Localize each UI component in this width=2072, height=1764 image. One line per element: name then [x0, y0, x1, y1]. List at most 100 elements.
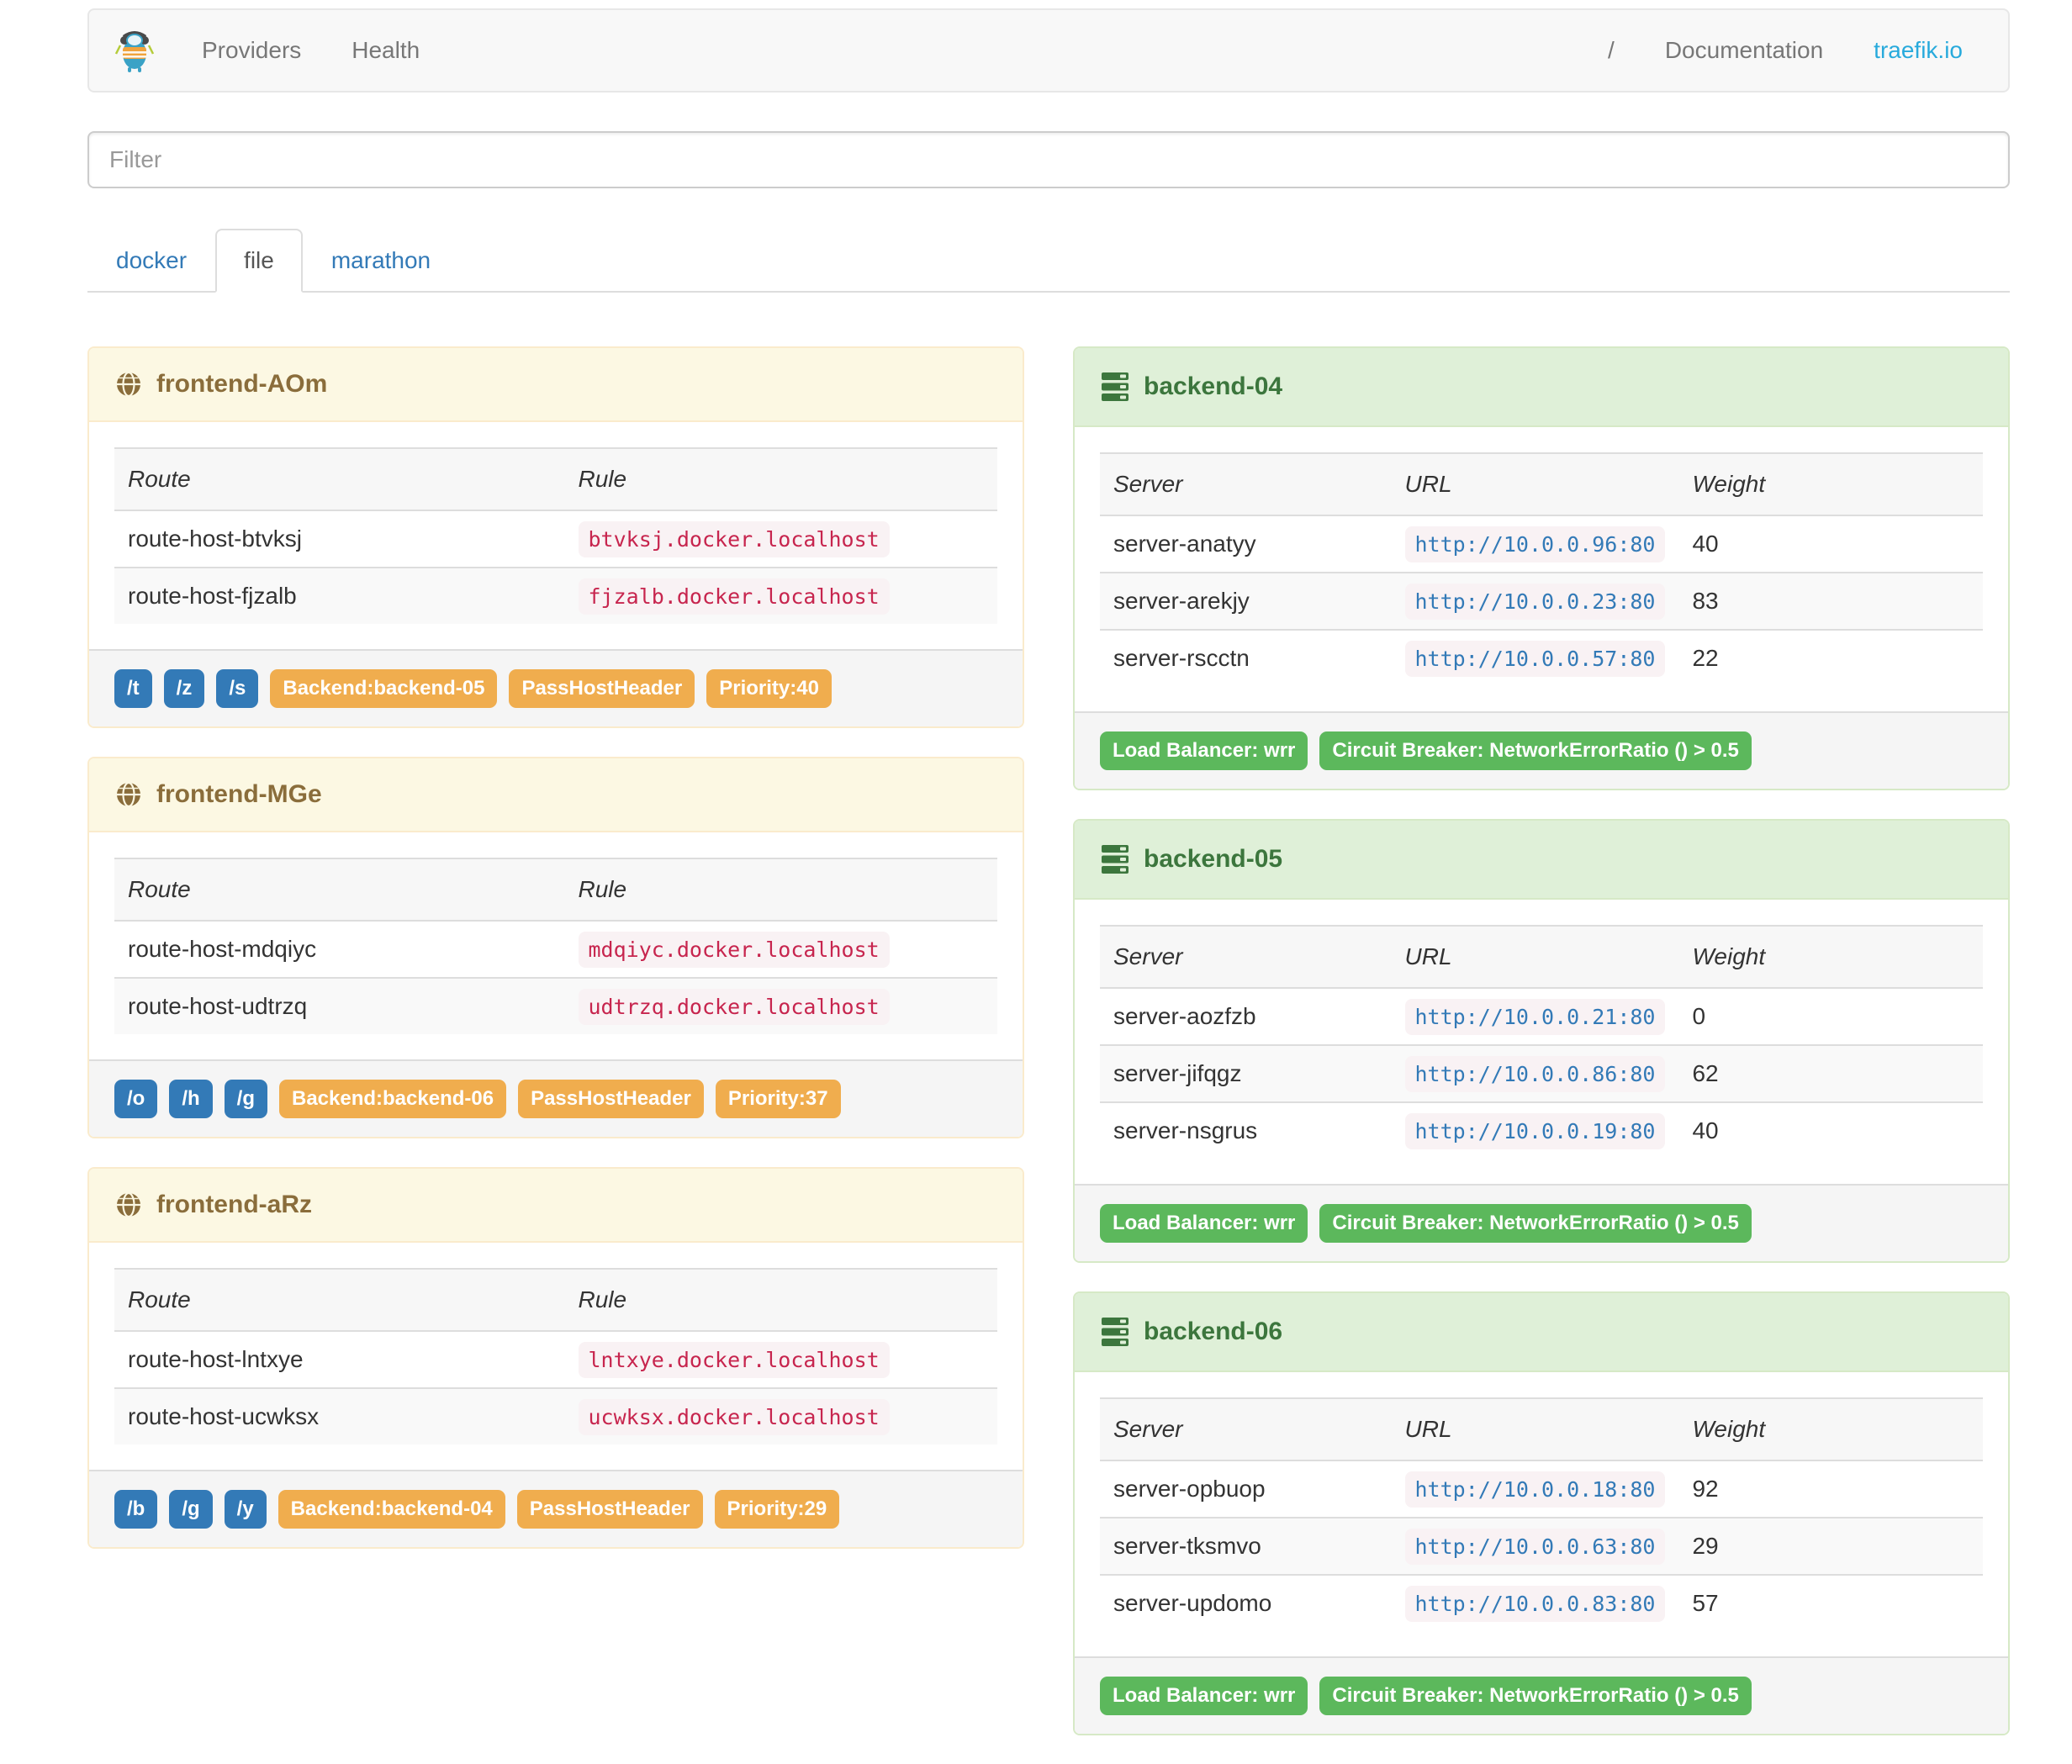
frontend-panel-body: Route Rule route-host-lntxye lntxye.dock…	[89, 1243, 1023, 1470]
frontend-config-badge: Backend:backend-06	[278, 1080, 507, 1118]
backend-config-badge: Circuit Breaker: NetworkErrorRatio () > …	[1319, 1204, 1752, 1243]
frontend-title: frontend-AOm	[156, 370, 328, 398]
frontend-panel-header: frontend-AOm	[89, 348, 1023, 422]
route-path-badge: /o	[114, 1080, 158, 1118]
rule-code: mdqiyc.docker.localhost	[578, 932, 890, 968]
server-name: server-jifqgz	[1100, 1044, 1392, 1102]
frontend-panel: frontend-MGe Route Rule route-host-mdqiy…	[87, 757, 1024, 1138]
backend-config-badge: Circuit Breaker: NetworkErrorRatio () > …	[1319, 731, 1752, 770]
servers-table: Server URL Weight server-aozfzb http://1…	[1100, 925, 1983, 1159]
frontend-panel: frontend-aRz Route Rule route-host-lntxy…	[87, 1167, 1024, 1549]
route-row: route-host-ucwksx ucwksx.docker.localhos…	[114, 1387, 997, 1444]
server-row: server-aozfzb http://10.0.0.21:80 0	[1100, 987, 1983, 1045]
server-row: server-updomo http://10.0.0.83:80 57	[1100, 1574, 1983, 1631]
backend-panel-header: backend-04	[1075, 348, 2008, 427]
routes-table: Route Rule route-host-mdqiyc mdqiyc.dock…	[114, 858, 997, 1034]
server-url: http://10.0.0.57:80	[1404, 641, 1666, 677]
backend-panel-header: backend-05	[1075, 821, 2008, 900]
column-header-server: Server	[1100, 925, 1392, 989]
panels-area: frontend-AOm Route Rule route-host-btvks…	[87, 346, 2010, 1764]
server-name: server-updomo	[1100, 1574, 1392, 1631]
server-url-link[interactable]: http://10.0.0.18:80	[1404, 1471, 1666, 1508]
server-name: server-aozfzb	[1100, 987, 1392, 1045]
rule-code: btvksj.docker.localhost	[578, 521, 890, 557]
nav-link-documentation[interactable]: Documentation	[1664, 37, 1824, 63]
backend-panel-header: backend-06	[1075, 1293, 2008, 1372]
frontend-panel: frontend-AOm Route Rule route-host-btvks…	[87, 346, 1024, 728]
server-weight: 40	[1678, 1101, 1983, 1159]
server-url-link[interactable]: http://10.0.0.21:80	[1404, 999, 1666, 1035]
traefik-logo-icon[interactable]	[89, 29, 177, 72]
server-url: http://10.0.0.86:80	[1404, 1056, 1666, 1092]
backend-panel: backend-04 Server URL Weight server-anat…	[1073, 346, 2010, 790]
server-url: http://10.0.0.18:80	[1404, 1471, 1666, 1508]
globe-icon	[114, 780, 143, 809]
nav-separator: /	[1608, 37, 1615, 63]
backends-column: backend-04 Server URL Weight server-anat…	[1073, 346, 2010, 1764]
server-stack-icon	[1100, 842, 1130, 876]
server-url: http://10.0.0.63:80	[1404, 1529, 1666, 1565]
backend-panel-footer: Load Balancer: wrr Circuit Breaker: Netwo…	[1075, 1656, 2008, 1734]
server-name: server-rscctn	[1100, 629, 1392, 686]
frontend-panel-body: Route Rule route-host-mdqiyc mdqiyc.dock…	[89, 832, 1023, 1059]
tab-docker[interactable]: docker	[116, 247, 188, 273]
routes-table: Route Rule route-host-lntxye lntxye.dock…	[114, 1268, 997, 1444]
column-header-rule: Rule	[564, 1268, 997, 1332]
backend-config-badge: Load Balancer: wrr	[1100, 731, 1308, 770]
frontend-panel-header: frontend-MGe	[89, 758, 1023, 832]
server-row: server-anatyy http://10.0.0.96:80 40	[1100, 515, 1983, 573]
server-url-link[interactable]: http://10.0.0.23:80	[1404, 584, 1666, 620]
server-url: http://10.0.0.19:80	[1404, 1113, 1666, 1149]
route-name: route-host-lntxye	[114, 1330, 565, 1388]
frontends-column: frontend-AOm Route Rule route-host-btvks…	[87, 346, 1024, 1577]
server-url-link[interactable]: http://10.0.0.57:80	[1404, 641, 1666, 677]
server-url-link[interactable]: http://10.0.0.63:80	[1404, 1529, 1666, 1565]
column-header-url: URL	[1391, 452, 1679, 516]
server-url: http://10.0.0.83:80	[1404, 1586, 1666, 1622]
route-row: route-host-udtrzq udtrzq.docker.localhos…	[114, 977, 997, 1034]
tab-file[interactable]: file	[215, 229, 303, 293]
route-row: route-host-mdqiyc mdqiyc.docker.localhos…	[114, 920, 997, 978]
route-name: route-host-udtrzq	[114, 977, 565, 1034]
server-weight: 92	[1678, 1460, 1983, 1518]
frontend-config-badge: Priority:40	[706, 669, 832, 708]
server-weight: 29	[1678, 1517, 1983, 1575]
route-path-badge: /s	[216, 669, 259, 708]
filter-input[interactable]	[87, 131, 2010, 188]
server-url-link[interactable]: http://10.0.0.83:80	[1404, 1586, 1666, 1622]
nav-link-health[interactable]: Health	[352, 37, 420, 63]
column-header-rule: Rule	[564, 858, 997, 922]
route-path-badge: /h	[169, 1080, 213, 1118]
server-url: http://10.0.0.21:80	[1404, 999, 1666, 1035]
column-header-route: Route	[114, 1268, 565, 1332]
nav-link-traefik-io[interactable]: traefik.io	[1874, 37, 1963, 63]
route-name: route-host-mdqiyc	[114, 920, 565, 978]
server-url-link[interactable]: http://10.0.0.86:80	[1404, 1056, 1666, 1092]
servers-table: Server URL Weight server-opbuop http://1…	[1100, 1397, 1983, 1631]
frontend-panel-body: Route Rule route-host-btvksj btvksj.dock…	[89, 422, 1023, 649]
backend-config-badge: Circuit Breaker: NetworkErrorRatio () > …	[1319, 1677, 1752, 1715]
navbar-right: / Documentation traefik.io	[1583, 37, 2008, 64]
frontend-config-badge: Backend:backend-04	[278, 1490, 505, 1529]
nav-link-providers[interactable]: Providers	[202, 37, 302, 63]
column-header-server: Server	[1100, 452, 1392, 516]
server-row: server-arekjy http://10.0.0.23:80 83	[1100, 572, 1983, 630]
frontend-panel-footer: /o/h/g Backend:backend-06 PassHostHeader Pr…	[89, 1059, 1023, 1137]
backend-title: backend-05	[1144, 845, 1283, 873]
server-name: server-nsgrus	[1100, 1101, 1392, 1159]
server-weight: 40	[1678, 515, 1983, 573]
route-row: route-host-fjzalb fjzalb.docker.localhos…	[114, 567, 997, 624]
route-path-badge: /y	[224, 1490, 267, 1529]
route-name: route-host-btvksj	[114, 510, 565, 568]
navbar: Providers Health / Documentation traefik…	[87, 8, 2010, 92]
server-url-link[interactable]: http://10.0.0.19:80	[1404, 1113, 1666, 1149]
globe-icon	[114, 370, 143, 399]
rule-code: ucwksx.docker.localhost	[578, 1399, 890, 1435]
frontend-config-badge: PassHostHeader	[516, 1490, 703, 1529]
backend-panel-footer: Load Balancer: wrr Circuit Breaker: Netwo…	[1075, 1184, 2008, 1261]
frontend-panel-footer: /t/z/s Backend:backend-05 PassHostHeader Pr…	[89, 649, 1023, 726]
route-path-badge: /t	[114, 669, 152, 708]
frontend-config-badge: Backend:backend-05	[270, 669, 498, 708]
server-url-link[interactable]: http://10.0.0.96:80	[1404, 526, 1666, 562]
tab-marathon[interactable]: marathon	[330, 247, 431, 273]
